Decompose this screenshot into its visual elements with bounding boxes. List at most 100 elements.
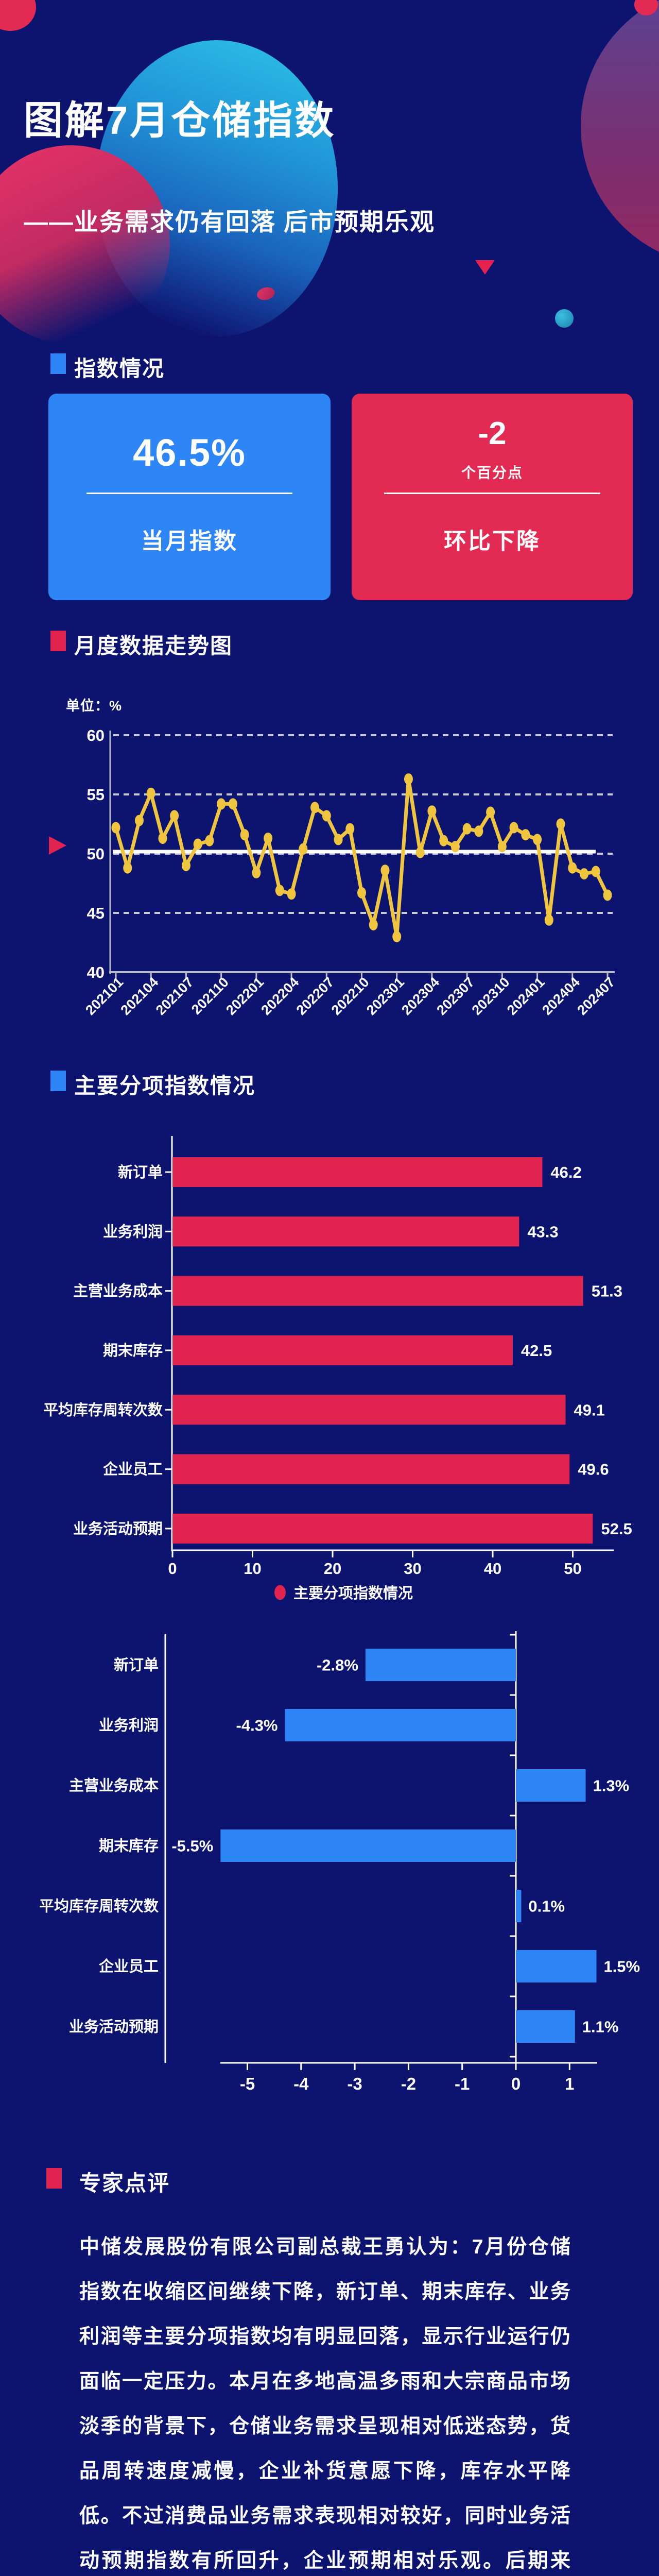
value-label: 49.1 [574,1401,605,1419]
x-tick-label: 1 [565,2074,574,2093]
x-tick-label: 202310 [469,974,513,1018]
x-tick-label: 10 [244,1560,261,1578]
value-label: 43.3 [527,1223,558,1241]
data-point [591,866,600,877]
data-point [544,914,553,926]
data-point [462,823,472,835]
value-label: 1.1% [582,2018,619,2036]
x-tick-label: 202301 [363,974,407,1018]
x-tick-label: 202307 [433,974,477,1018]
index-section-bullet-icon [50,353,66,374]
value-label: 51.3 [592,1282,622,1300]
data-point [556,818,565,830]
value-label: 49.6 [578,1461,609,1479]
page-subtitle: ——业务需求仍有回落 后市预期乐观 [24,208,436,235]
x-tick-label: -2 [401,2074,416,2093]
x-tick-label: -1 [455,2074,470,2093]
category-label: 企业员工 [103,1461,163,1478]
data-point [415,846,425,858]
x-tick-label: 202207 [293,974,337,1018]
category-label: 业务利润 [99,1717,159,1734]
x-tick-label: 202210 [328,974,372,1018]
data-point [486,806,495,818]
data-point [380,865,390,876]
value-label: 46.2 [550,1163,581,1181]
bar [516,2010,575,2043]
bar [516,1950,597,1982]
data-point [357,887,366,899]
data-point [299,843,308,855]
data-point [497,841,507,853]
category-label: 业务活动预期 [73,1520,163,1537]
trend-section-bullet-icon [50,631,66,651]
data-point [533,834,542,845]
bar [172,1157,543,1187]
data-point [205,835,214,846]
y-tick-label: 45 [87,904,105,922]
data-point [603,889,612,901]
category-label: 主营业务成本 [73,1283,163,1300]
category-label: 企业员工 [99,1958,159,1975]
bar [172,1395,566,1425]
x-tick-label: 0 [511,2074,521,2093]
bar [285,1709,516,1741]
data-point [509,822,518,834]
bar [220,1829,516,1862]
subindex-section-title: 主要分项指数情况 [74,1074,256,1098]
card-divider [86,493,292,494]
x-tick-label: 202107 [153,974,197,1018]
bar [172,1276,583,1306]
decor-teal-dot [555,309,574,328]
decor-purple-circle [581,0,659,266]
current-index-card: 46.5% 当月指数 [48,394,331,600]
category-label: 主营业务成本 [69,1777,159,1794]
data-point [146,787,155,799]
decor-red-corner-circle [0,0,36,31]
bar [172,1335,513,1365]
mom-change-label: 环比下降 [444,529,541,554]
category-label: 新订单 [118,1164,163,1181]
baseline-marker-icon [49,836,66,855]
data-point [392,931,402,942]
x-tick-label: 202204 [258,974,302,1018]
bar [365,1649,516,1681]
y-tick-label: 55 [87,786,105,804]
data-point [170,810,179,822]
mom-change-card: -2 个百分点 环比下降 [352,394,633,600]
data-point [439,835,448,846]
value-label: 42.5 [521,1342,552,1360]
bar [172,1513,593,1544]
data-point [450,841,460,853]
category-label: 新订单 [114,1657,159,1674]
index-section-title: 指数情况 [74,357,165,381]
x-tick-label: 202104 [118,974,162,1018]
data-point [580,868,589,880]
data-point [123,862,132,874]
expert-comment-paragraph: 中储发展股份有限公司副总裁王勇认为：7月份仓储指数在收缩区间继续下降，新订单、期… [79,2236,571,2572]
data-point [264,833,273,844]
current-index-value: 46.5% [133,431,246,474]
legend-marker-icon [274,1585,286,1600]
x-tick-label: -3 [347,2074,362,2093]
category-label: 平均库存周转次数 [43,1401,163,1418]
data-point [568,862,577,874]
x-tick-label: 40 [484,1560,501,1578]
category-label: 期末库存 [99,1838,159,1855]
data-point [404,773,413,785]
data-point [158,833,167,844]
trend-section-title: 月度数据走势图 [74,634,233,658]
value-label: 1.3% [593,1777,630,1795]
subindex-level-bar-chart: 新订单 46.2 业务利润 43.3 主营业务成本 51.3 期末库存 42.5 平均库存周转次… [43,1136,632,1602]
data-point [369,919,378,930]
expert-section-title: 专家点评 [79,2171,170,2195]
data-point [275,885,284,896]
x-tick-label: 0 [168,1560,177,1578]
unit-label: 单位：% [66,698,123,714]
value-label: 1.5% [603,1958,640,1976]
x-tick-label: 202401 [504,974,548,1018]
data-point [111,822,120,834]
data-point [240,829,249,841]
data-point [427,805,437,817]
value-label: 0.1% [528,1897,565,1916]
